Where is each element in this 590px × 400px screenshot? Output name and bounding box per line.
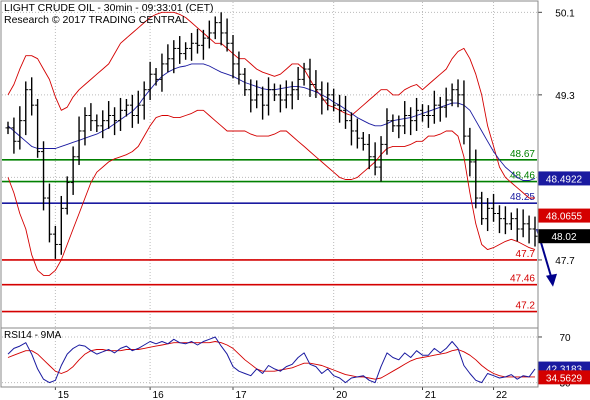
rsi-tag-label: 34.5629 bbox=[546, 373, 583, 384]
price-tag-box bbox=[538, 171, 590, 186]
x-tick-label: 22 bbox=[496, 390, 508, 400]
rsi-lines bbox=[7, 336, 536, 384]
price-tag-label: 48.4922 bbox=[546, 174, 583, 185]
rsi-tag-box bbox=[538, 370, 590, 385]
chart-title: LIGHT CRUDE OIL - 30min - 09:33:01 (CET) bbox=[4, 2, 213, 14]
price-tag-label: 48.0655 bbox=[546, 212, 583, 223]
price-bars bbox=[5, 12, 538, 259]
price-tick-label: 50.1 bbox=[555, 8, 575, 19]
bollinger-upper-line bbox=[7, 11, 535, 199]
forecast-arrow-head bbox=[546, 273, 557, 287]
rsi-label: RSI14 - 9MA bbox=[4, 330, 62, 341]
rsi-panel-border bbox=[0, 327, 539, 388]
price-tick-label: 49.3 bbox=[555, 91, 575, 102]
x-tick-label: 16 bbox=[153, 390, 165, 400]
level-label-pivot: 48.25 bbox=[510, 192, 535, 203]
level-label-resistance: 48.46 bbox=[510, 171, 535, 182]
price-tag-box bbox=[538, 208, 590, 223]
level-label-support: 47.46 bbox=[510, 274, 535, 285]
level-label-resistance: 48.67 bbox=[510, 149, 535, 160]
chart-copyright: Research © 2017 TRADING CENTRAL bbox=[4, 14, 188, 26]
x-tick-label: 15 bbox=[58, 390, 70, 400]
price-tick-label: 47.7 bbox=[555, 256, 575, 267]
level-label-support: 47.2 bbox=[516, 301, 536, 312]
rsi-grid bbox=[2, 329, 537, 386]
price-tag-label: 48.02 bbox=[551, 232, 576, 243]
price-tag-box bbox=[538, 229, 590, 244]
bollinger-bands bbox=[7, 11, 536, 276]
rsi-tick-label: 70 bbox=[559, 333, 571, 344]
rsi-tag-label: 42.3183 bbox=[546, 365, 583, 376]
level-label-support: 47.7 bbox=[516, 249, 536, 260]
x-tick-label: 20 bbox=[336, 390, 348, 400]
rsi-ma-line bbox=[7, 341, 535, 380]
moving-average-line bbox=[7, 63, 536, 181]
bollinger-lower-line bbox=[7, 109, 536, 276]
rsi-line bbox=[7, 336, 536, 384]
price-levels: 48.67 48.46 48.25 47.7 47.46 47.2 bbox=[2, 149, 537, 313]
x-tick-label: 21 bbox=[425, 390, 437, 400]
x-tick-label: 17 bbox=[235, 390, 247, 400]
